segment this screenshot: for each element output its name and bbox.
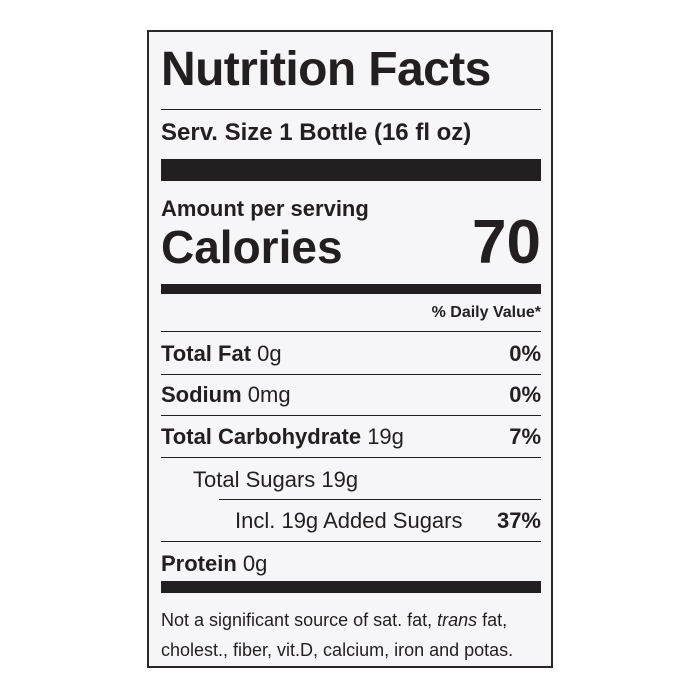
rule [161, 374, 541, 375]
nutrient-dv: 0% [509, 341, 541, 366]
footnote-italic: trans [437, 610, 478, 630]
footnote-line: Not a significant source of sat. fat, tr… [161, 611, 507, 629]
added-sugars: Incl. 19g Added Sugars [235, 508, 463, 533]
total-sugars: Total Sugars 19g [193, 467, 359, 492]
nutrient-amount: 0g [257, 341, 282, 366]
serving-size: Serv. Size 1 Bottle (16 fl oz) [161, 119, 472, 146]
thick-rule [161, 284, 541, 294]
rule [161, 457, 541, 458]
nutrient-dv: 0% [509, 382, 541, 407]
nutrient-amount: 0mg [247, 382, 291, 407]
nutrient-amount: 0g [242, 551, 268, 576]
nutrient-row: Total Fat 0g [161, 343, 282, 365]
footnote-line: cholest., fiber, vit.D, calcium, iron an… [161, 640, 514, 660]
calories-label: Calories [161, 221, 343, 273]
footnote-text: fat, [477, 610, 508, 630]
nutrient-row: Protein 0g [161, 553, 267, 575]
nutrition-label: Nutrition Facts Serv. Size 1 Bottle (16 … [147, 30, 553, 668]
nutrient-name: Sodium [161, 382, 242, 407]
title: Nutrition Facts [161, 43, 491, 96]
nutrient-name: Total Fat [161, 341, 252, 366]
footnote-text: Not a significant source of sat. fat, [161, 610, 438, 630]
thick-rule [161, 159, 541, 181]
nutrient-row: Total Carbohydrate 19g [161, 426, 404, 448]
nutrient-dv: 7% [509, 424, 541, 449]
amount-per-serving: Amount per serving [161, 196, 369, 221]
nutrient-row: Sodium 0mg [161, 384, 291, 406]
thick-rule [161, 581, 541, 593]
rule [219, 499, 541, 500]
nutrient-dv: 37% [496, 508, 541, 533]
rule [161, 331, 541, 332]
dv-header: % Daily Value* [431, 304, 541, 321]
nutrient-name: Protein [161, 551, 237, 576]
nutrient-name: Total Carbohydrate [161, 424, 362, 449]
calories-value: 70 [472, 208, 541, 277]
rule [161, 541, 541, 542]
rule [161, 109, 541, 110]
nutrient-amount: 19g [367, 424, 404, 449]
rule [161, 415, 541, 416]
